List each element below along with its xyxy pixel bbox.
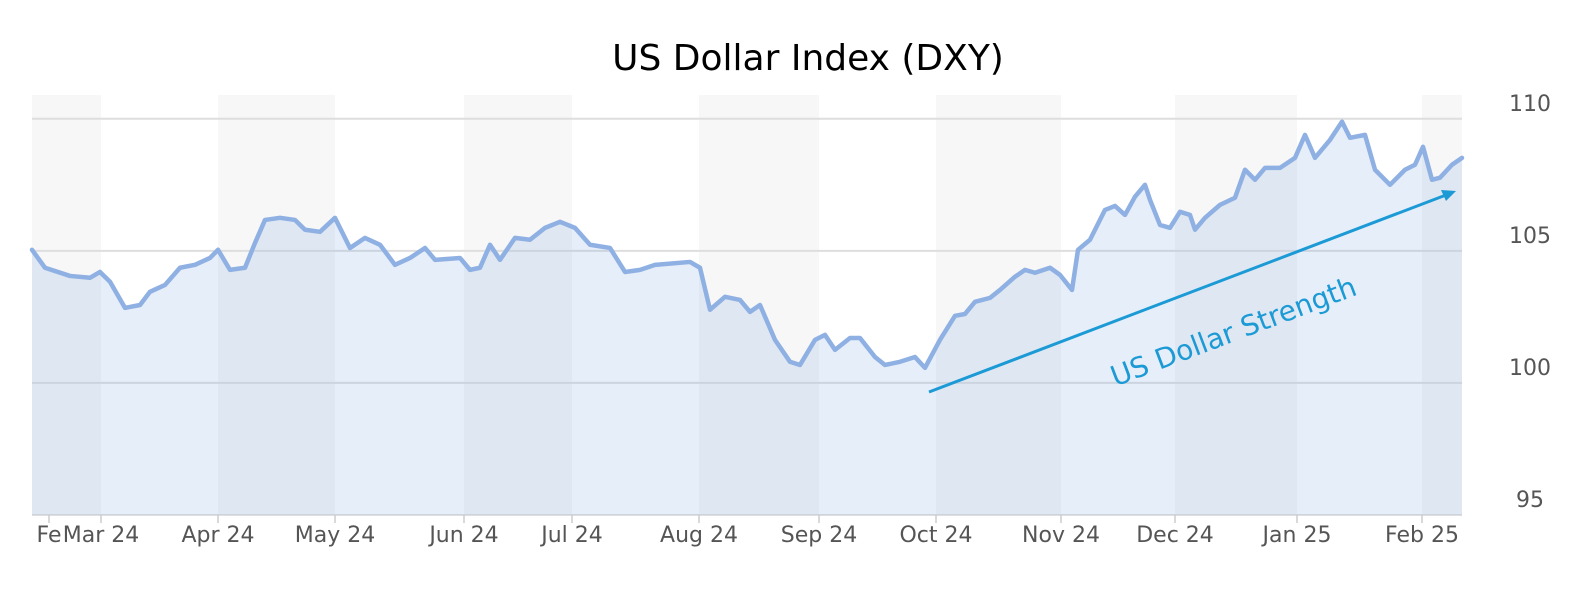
- x-tick-label: May 24: [295, 523, 375, 548]
- month-band: [1297, 95, 1422, 515]
- x-tick-label: Nov 24: [1022, 523, 1100, 548]
- y-tick-label: 105: [1509, 224, 1551, 249]
- month-band: [335, 95, 464, 515]
- x-tick-label: Aug 24: [660, 523, 738, 548]
- x-tick-label: Jan 25: [1261, 523, 1332, 548]
- area: [32, 121, 1462, 515]
- month-band: [464, 95, 572, 515]
- chart-title: US Dollar Index (DXY): [612, 38, 1004, 79]
- month-band: [936, 95, 1061, 515]
- month-band: [572, 95, 699, 515]
- axes: 95 100 105 110 Fe Mar 24 Apr 24 May 24 Jun 24 Jul…: [37, 92, 1552, 548]
- bands: [32, 95, 1462, 515]
- x-tick-label: Sep 24: [781, 523, 857, 548]
- x-tick-label: Apr 24: [181, 523, 254, 548]
- month-band: [32, 95, 101, 515]
- x-tick-label: Fe: [37, 523, 62, 548]
- month-band: [1175, 95, 1297, 515]
- trend-arrow: [928, 193, 1447, 394]
- month-band: [819, 95, 936, 515]
- plot: [29, 119, 1465, 515]
- y-tick-label: 110: [1509, 92, 1551, 117]
- month-band: [218, 95, 335, 515]
- grid: [32, 117, 1462, 516]
- y-tick-label: 100: [1509, 356, 1551, 381]
- x-tick-label: Jul 24: [539, 523, 603, 548]
- y-tick-label: 95: [1516, 488, 1544, 513]
- x-tick-label: Jun 24: [427, 523, 498, 548]
- x-tick-label: Mar 24: [63, 523, 140, 548]
- line: [29, 119, 1465, 371]
- x-tick-label: Oct 24: [899, 523, 972, 548]
- month-band: [101, 95, 218, 515]
- x-tick-label: Dec 24: [1136, 523, 1214, 548]
- arrow-head: [1441, 190, 1456, 201]
- x-tick-label: Feb 25: [1385, 523, 1459, 548]
